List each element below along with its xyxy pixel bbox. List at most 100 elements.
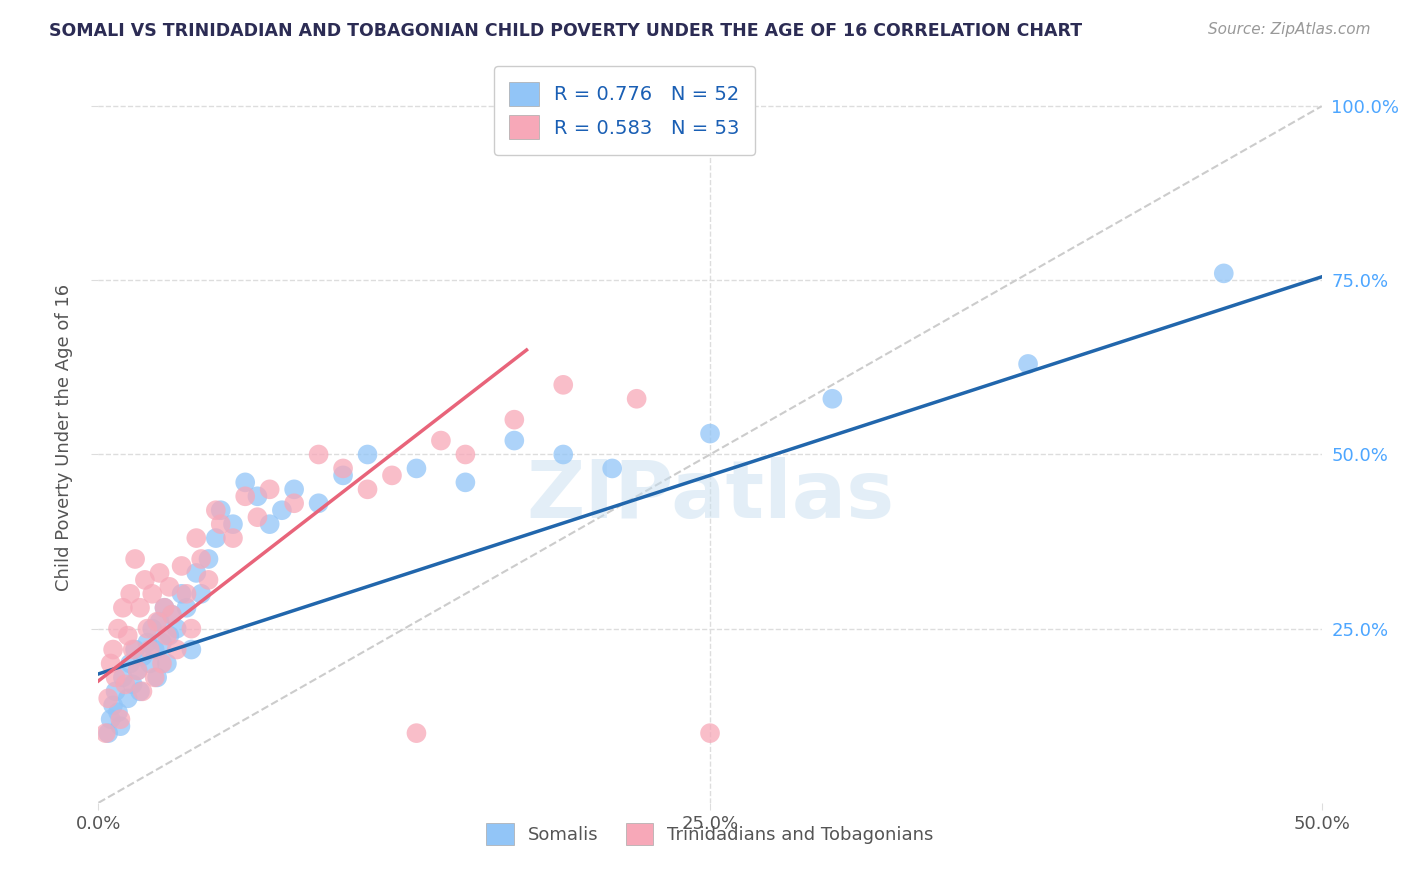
- Point: [553, 377, 575, 392]
- Point: [127, 664, 149, 678]
- Point: [233, 489, 256, 503]
- Point: [405, 726, 427, 740]
- Point: [97, 691, 120, 706]
- Point: [283, 483, 305, 497]
- Point: [600, 461, 623, 475]
- Point: [129, 600, 152, 615]
- Point: [146, 670, 169, 684]
- Point: [134, 573, 156, 587]
- Point: [405, 461, 427, 475]
- Point: [454, 475, 477, 490]
- Point: [143, 642, 166, 657]
- Point: [120, 587, 142, 601]
- Point: [156, 629, 179, 643]
- Point: [176, 587, 198, 601]
- Point: [153, 600, 176, 615]
- Text: Source: ZipAtlas.com: Source: ZipAtlas.com: [1208, 22, 1371, 37]
- Point: [1212, 266, 1234, 280]
- Point: [190, 552, 212, 566]
- Point: [131, 684, 153, 698]
- Point: [190, 587, 212, 601]
- Point: [246, 489, 269, 503]
- Point: [139, 657, 162, 671]
- Point: [149, 615, 172, 629]
- Point: [222, 517, 245, 532]
- Point: [131, 649, 153, 664]
- Point: [332, 461, 354, 475]
- Point: [107, 705, 129, 719]
- Point: [110, 719, 132, 733]
- Text: SOMALI VS TRINIDADIAN AND TOBAGONIAN CHILD POVERTY UNDER THE AGE OF 16 CORRELATI: SOMALI VS TRINIDADIAN AND TOBAGONIAN CHI…: [49, 22, 1083, 40]
- Point: [94, 726, 117, 740]
- Point: [124, 552, 146, 566]
- Point: [156, 657, 179, 671]
- Point: [127, 664, 149, 678]
- Point: [150, 635, 173, 649]
- Point: [160, 607, 183, 622]
- Point: [143, 670, 166, 684]
- Point: [186, 566, 208, 580]
- Point: [104, 684, 127, 698]
- Point: [205, 503, 228, 517]
- Point: [308, 496, 330, 510]
- Point: [209, 517, 232, 532]
- Point: [153, 600, 176, 615]
- Point: [149, 566, 172, 580]
- Y-axis label: Child Poverty Under the Age of 16: Child Poverty Under the Age of 16: [55, 284, 73, 591]
- Point: [170, 558, 193, 573]
- Point: [121, 642, 143, 657]
- Point: [146, 615, 169, 629]
- Point: [111, 600, 134, 615]
- Point: [139, 642, 162, 657]
- Point: [121, 677, 143, 691]
- Point: [114, 677, 136, 691]
- Point: [246, 510, 269, 524]
- Point: [124, 642, 146, 657]
- Point: [699, 726, 721, 740]
- Point: [120, 657, 142, 671]
- Point: [160, 607, 183, 622]
- Point: [553, 448, 575, 462]
- Point: [503, 434, 526, 448]
- Point: [136, 635, 159, 649]
- Point: [381, 468, 404, 483]
- Point: [205, 531, 228, 545]
- Point: [97, 726, 120, 740]
- Point: [1017, 357, 1039, 371]
- Point: [454, 448, 477, 462]
- Point: [129, 684, 152, 698]
- Point: [136, 622, 159, 636]
- Point: [356, 483, 378, 497]
- Point: [283, 496, 305, 510]
- Point: [430, 434, 453, 448]
- Point: [107, 622, 129, 636]
- Point: [197, 573, 219, 587]
- Point: [157, 629, 180, 643]
- Point: [308, 448, 330, 462]
- Point: [117, 629, 139, 643]
- Point: [166, 622, 188, 636]
- Point: [141, 587, 163, 601]
- Point: [101, 642, 124, 657]
- Legend: Somalis, Trinidadians and Tobagonians: Somalis, Trinidadians and Tobagonians: [479, 816, 941, 852]
- Text: ZIPatlas: ZIPatlas: [526, 457, 894, 534]
- Point: [150, 657, 173, 671]
- Point: [270, 503, 294, 517]
- Point: [141, 622, 163, 636]
- Point: [821, 392, 844, 406]
- Point: [259, 517, 281, 532]
- Point: [356, 448, 378, 462]
- Point: [503, 412, 526, 426]
- Point: [117, 691, 139, 706]
- Point: [166, 642, 188, 657]
- Point: [176, 600, 198, 615]
- Point: [233, 475, 256, 490]
- Point: [110, 712, 132, 726]
- Point: [100, 657, 122, 671]
- Point: [180, 622, 202, 636]
- Point: [100, 712, 122, 726]
- Point: [332, 468, 354, 483]
- Point: [197, 552, 219, 566]
- Point: [111, 670, 134, 684]
- Point: [186, 531, 208, 545]
